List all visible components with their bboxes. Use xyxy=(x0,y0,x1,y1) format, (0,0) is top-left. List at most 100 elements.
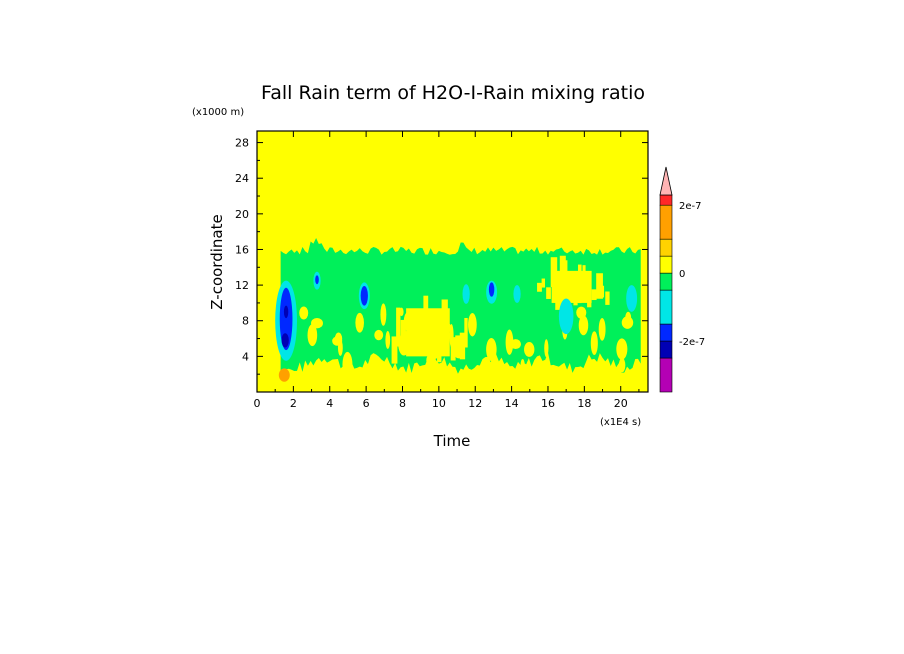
yellow-streak xyxy=(450,337,456,361)
yellow-streak xyxy=(568,273,573,293)
x-tick-label: 10 xyxy=(432,397,446,410)
yellow-streak xyxy=(423,295,429,329)
yellow-hole xyxy=(598,317,606,341)
yellow-hole xyxy=(536,357,543,372)
y-tick-label: 8 xyxy=(242,315,249,328)
x-tick-label: 16 xyxy=(541,397,555,410)
x-multiplier-label: (x1E4 s) xyxy=(600,417,641,428)
yellow-streak xyxy=(437,345,442,363)
yellow-streak xyxy=(555,295,562,310)
yellow-hole xyxy=(520,359,525,371)
colorbar-label: 2e-7 xyxy=(679,201,702,212)
darkblue-cell xyxy=(283,305,289,319)
yellow-hole xyxy=(299,306,309,320)
yellow-hole xyxy=(510,339,522,350)
y-tick-label: 28 xyxy=(235,137,249,150)
blue-cell xyxy=(315,275,319,285)
colorbar-band xyxy=(659,204,673,240)
yellow-streak xyxy=(550,257,558,288)
blue-cell xyxy=(360,285,368,306)
yellow-streak xyxy=(582,265,586,296)
y-axis-label: Z-coordinate xyxy=(208,214,226,309)
yellow-hole xyxy=(380,303,387,326)
yellow-streak xyxy=(427,317,432,354)
plot-frame xyxy=(256,130,649,393)
yellow-streak xyxy=(596,273,603,299)
yellow-streak xyxy=(573,276,578,306)
yellow-hole xyxy=(414,315,423,340)
colorbar-label: -2e-7 xyxy=(679,337,705,348)
x-tick-label: 8 xyxy=(399,397,406,410)
colorbar-band xyxy=(659,255,673,274)
x-tick-label: 4 xyxy=(326,397,333,410)
yellow-streak xyxy=(418,331,426,345)
x-tick-label: 2 xyxy=(290,397,297,410)
colorbar: 2e-7 0 -2e-7 xyxy=(659,166,705,393)
yellow-streak xyxy=(559,255,566,296)
contour-field xyxy=(257,131,648,392)
yellow-hole xyxy=(332,336,343,346)
y-tick-label: 12 xyxy=(235,279,249,292)
yellow-streak xyxy=(441,299,448,320)
yellow-streak xyxy=(587,290,592,308)
yellow-hole xyxy=(355,312,364,333)
y-multiplier-label: (x1000 m) xyxy=(192,107,244,118)
yellow-hole xyxy=(618,358,626,373)
yellow-streak xyxy=(396,307,401,347)
colorbar-band xyxy=(659,238,673,257)
yellow-streak xyxy=(405,331,412,344)
y-tick-label: 20 xyxy=(235,208,249,221)
y-tick-label: 4 xyxy=(242,350,249,363)
colorbar-band xyxy=(659,289,673,325)
yellow-hole xyxy=(398,333,410,356)
colorbar-extend-arrow xyxy=(659,166,673,196)
x-axis-label: Time xyxy=(433,432,471,450)
yellow-hole xyxy=(342,351,353,378)
x-tick-label: 0 xyxy=(254,397,261,410)
yellow-hole xyxy=(403,312,412,331)
x-tick-label: 18 xyxy=(577,397,591,410)
colorbar-label: 0 xyxy=(679,269,685,280)
yellow-streak xyxy=(600,285,605,298)
yellow-streak xyxy=(409,314,415,348)
yellow-gap-region xyxy=(537,255,610,310)
yellow-hole xyxy=(374,329,384,341)
yellow-streak xyxy=(605,291,610,305)
plot-area xyxy=(256,130,649,393)
yellow-streak xyxy=(591,289,597,301)
yellow-streak xyxy=(414,323,418,352)
blue-cell xyxy=(488,282,495,297)
cyan-cell xyxy=(558,298,574,335)
chart-title: Fall Rain term of H2O-I-Rain mixing rati… xyxy=(261,82,645,104)
yellow-streak xyxy=(432,321,437,359)
yellow-hole xyxy=(429,338,437,366)
yellow-hole xyxy=(311,318,323,329)
blue-cell xyxy=(279,287,293,351)
x-axis-ticks: 0 2 4 6 8 10 12 14 16 18 20 xyxy=(254,131,640,410)
x-tick-label: 20 xyxy=(614,397,628,410)
yellow-hole xyxy=(486,337,497,361)
colorbar-band xyxy=(659,357,673,393)
colorbar-band xyxy=(659,272,673,291)
yellow-streak xyxy=(564,260,568,287)
x-tick-label: 12 xyxy=(468,397,482,410)
yellow-hole xyxy=(524,342,535,357)
yellow-hole xyxy=(468,313,477,337)
yellow-hole xyxy=(456,336,464,348)
yellow-streak xyxy=(400,319,406,340)
yellow-hole xyxy=(441,322,452,333)
x-tick-label: 14 xyxy=(505,397,519,410)
cyan-cell xyxy=(513,285,521,303)
yellow-hole xyxy=(307,324,318,347)
yellow-streak xyxy=(464,317,468,348)
orange-cell xyxy=(278,368,290,382)
y-tick-label: 24 xyxy=(235,172,249,185)
colorbar-band xyxy=(659,340,673,359)
colorbar-band xyxy=(659,323,673,342)
yellow-streak xyxy=(537,282,542,292)
cyan-cell xyxy=(462,284,470,304)
yellow-hole xyxy=(544,339,549,358)
yellow-streak xyxy=(541,278,546,288)
yellow-hole xyxy=(453,345,465,359)
